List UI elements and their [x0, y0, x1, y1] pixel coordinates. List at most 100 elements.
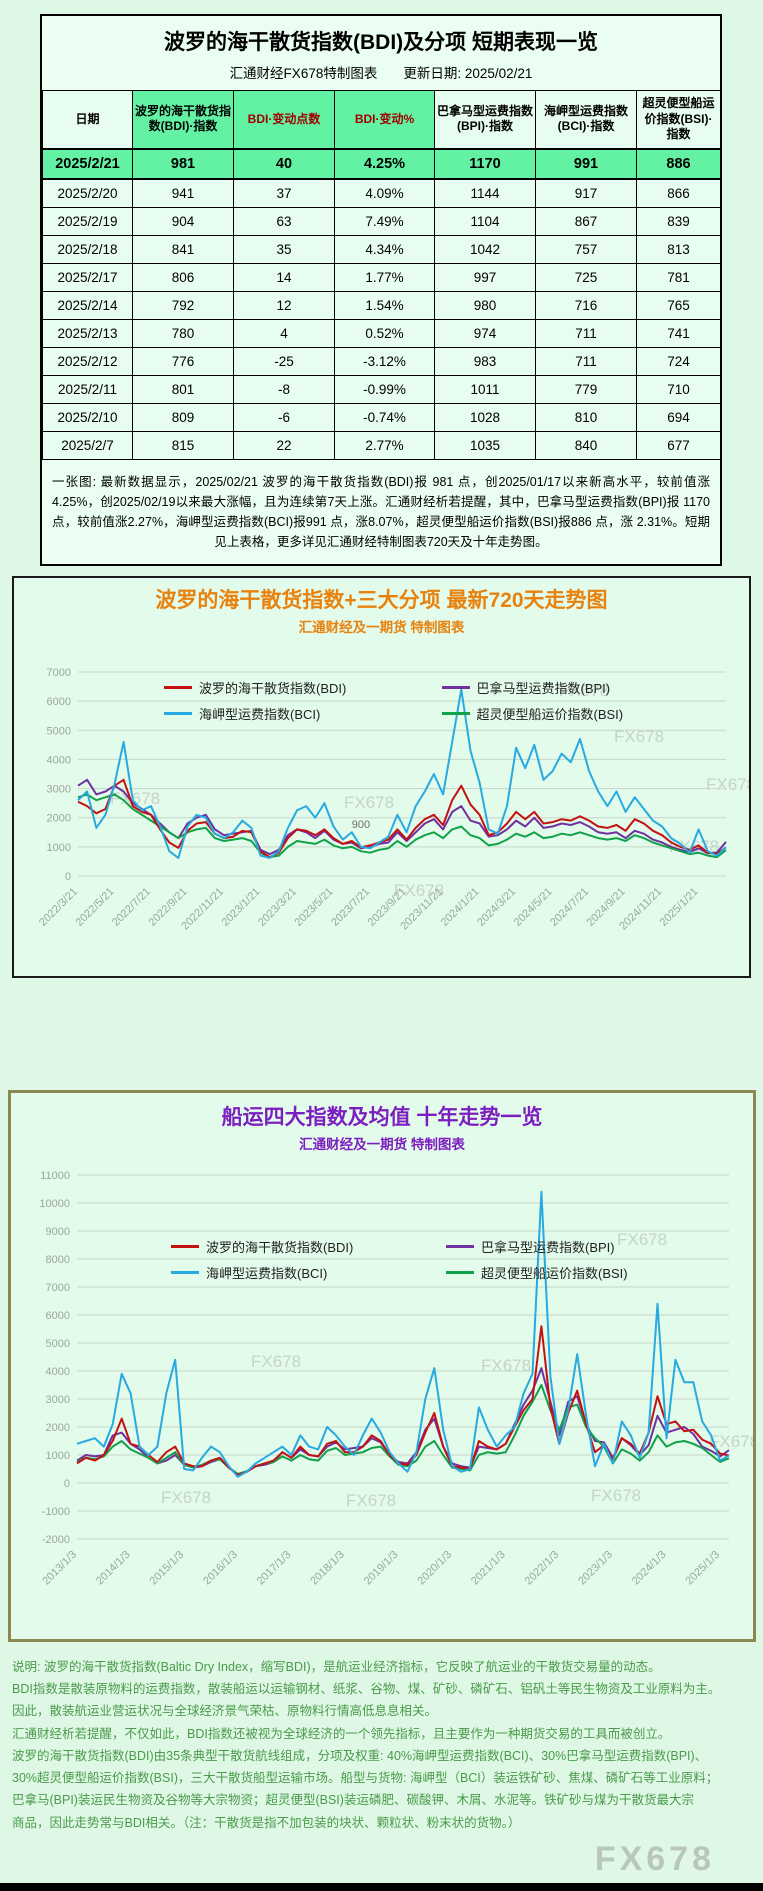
value-cell: 980 — [434, 290, 536, 320]
fx678-watermark: FX678 — [591, 1486, 641, 1505]
value-cell: -6 — [233, 402, 335, 432]
y-axis-tick: 0 — [64, 1478, 70, 1490]
value-cell: 813 — [636, 234, 721, 264]
value-cell: 810 — [535, 402, 637, 432]
y-axis-tick: 10000 — [39, 1198, 70, 1210]
x-axis-tick: 2023/1/3 — [576, 1548, 615, 1587]
fx678-watermark: FX678 — [251, 1352, 301, 1371]
chart2-canvas: FX678 FX678 FX678 FX678 FX678 FX678 FX67… — [39, 1170, 753, 1587]
legend-item: 超灵便型船运价指数(BSI) — [446, 1263, 711, 1282]
value-cell: 839 — [636, 206, 721, 236]
y-axis-tick: 1000 — [47, 842, 71, 854]
value-cell: -8 — [233, 374, 335, 404]
value-cell: -0.99% — [334, 374, 435, 404]
x-axis-tick: 2022/3/21 — [37, 885, 80, 928]
value-cell: 1028 — [434, 402, 536, 432]
y-axis-tick: 7000 — [47, 667, 71, 679]
value-cell: 792 — [132, 290, 234, 320]
explanation-block: 说明: 波罗的海干散货指数(Baltic Dry Index，缩写BDI)，是航… — [12, 1656, 753, 1834]
date-cell: 2025/2/20 — [42, 178, 133, 208]
value-cell: -25 — [233, 346, 335, 376]
y-axis-tick: 5000 — [46, 1338, 70, 1350]
value-cell: 710 — [636, 374, 721, 404]
value-cell: 4.09% — [334, 178, 435, 208]
x-axis-tick: 2020/1/3 — [415, 1548, 454, 1587]
fx678-watermark: FX678 — [394, 881, 444, 900]
date-cell: 2025/2/19 — [42, 206, 133, 236]
x-axis-tick: 2024/1/3 — [630, 1548, 669, 1587]
x-axis-tick: 2023/5/21 — [293, 885, 336, 928]
x-axis-tick: 2022/7/21 — [110, 885, 153, 928]
series-line — [77, 778, 727, 855]
legend-label: 海岬型运费指数(BCI) — [206, 1265, 328, 1281]
legend-label: 巴拿马型运费指数(BPI) — [481, 1239, 615, 1255]
chart1-subtitle: 汇通财经及一期货 特制图表 — [298, 619, 465, 635]
legend-swatch-icon — [441, 711, 470, 715]
value-cell: 997 — [434, 262, 536, 292]
value-cell: 806 — [132, 262, 234, 292]
legend-label: 超灵便型船运价指数(BSI) — [476, 706, 624, 722]
fx678-watermark: FX678 — [617, 1230, 667, 1249]
fx678-watermark: FX678 — [706, 775, 749, 794]
series-line — [76, 1366, 730, 1476]
value-cell: 917 — [535, 178, 637, 208]
chart2-section: 船运四大指数及均值 十年走势一览 汇通财经及一期货 特制图表 波罗的海干散货指数… — [8, 1089, 756, 1642]
value-cell: 815 — [132, 430, 234, 460]
fx678-watermark: FX678 — [346, 1491, 396, 1510]
date-cell: 2025/2/7 — [42, 430, 133, 460]
value-cell: 904 — [132, 206, 234, 236]
x-axis-tick: 2014/1/3 — [94, 1548, 133, 1587]
value-cell: 974 — [434, 318, 536, 348]
legend-swatch-icon — [171, 1244, 199, 1248]
x-axis-tick: 2018/1/3 — [308, 1548, 347, 1587]
value-cell: 741 — [636, 318, 721, 348]
table-subtitle: 汇通财经FX678特制图表 更新日期: 2025/02/21 — [42, 58, 720, 90]
y-axis-tick: -1000 — [42, 1506, 70, 1518]
legend-label: 波罗的海干散货指数(BDI) — [199, 680, 347, 696]
value-cell: 866 — [636, 178, 721, 208]
x-axis-tick: 2024/3/21 — [475, 885, 518, 928]
value-cell: 12 — [233, 290, 335, 320]
x-axis-tick: 2024/7/21 — [548, 885, 591, 928]
column-header: 超灵便型船运价指数(BSI)·指数 — [636, 89, 721, 150]
bdi-data-table: 日期 波罗的海干散货指数(BDI)·指数 BDI·变动点数 BDI·变动% 巴拿马型运费… — [42, 89, 721, 460]
value-cell: 4 — [233, 318, 335, 348]
column-header: 巴拿马型运费指数(BPI)·指数 — [434, 89, 536, 150]
value-cell: 886 — [636, 147, 721, 180]
y-axis-tick: 11000 — [40, 1170, 70, 1182]
table-row: 2025/2/21 981 40 4.25% 1170 991 886 — [42, 147, 721, 180]
value-cell: 1144 — [434, 178, 536, 208]
explanation-line: 波罗的海干散货指数(BDI)由35条典型干散货航线组成，分项及权重: 40%海岬… — [12, 1748, 708, 1763]
table-header-row: 日期 波罗的海干散货指数(BDI)·指数 BDI·变动点数 BDI·变动% 巴拿马型运费… — [42, 89, 721, 150]
date-cell: 2025/2/18 — [42, 234, 133, 264]
series-line — [77, 688, 727, 859]
legend-swatch-icon — [171, 1270, 199, 1274]
value-cell: 1011 — [434, 374, 536, 404]
date-cell: 2025/2/10 — [42, 402, 133, 432]
value-cell: 801 — [132, 374, 234, 404]
value-cell: 1104 — [434, 206, 536, 236]
legend-swatch-icon — [441, 685, 470, 689]
value-cell: 809 — [132, 402, 234, 432]
fx678-watermark: FX678 — [709, 1432, 753, 1451]
value-cell: 981 — [132, 147, 234, 180]
chart1-body: 波罗的海干散货指数(BDI) 巴拿马型运费指数(BPI) 海岬型运费指数(BCI) 超… — [14, 638, 749, 974]
date-cell: 2025/2/12 — [42, 346, 133, 376]
value-cell: 1042 — [434, 234, 536, 264]
value-cell: 40 — [233, 147, 335, 180]
value-cell: 677 — [636, 430, 721, 460]
x-axis-tick: 2022/1/3 — [523, 1548, 562, 1587]
y-axis-tick: 6000 — [46, 1310, 70, 1322]
value-cell: 840 — [535, 430, 637, 460]
value-cell: 941 — [132, 178, 234, 208]
legend-item: 超灵便型船运价指数(BSI) — [441, 704, 710, 723]
date-cell: 2025/2/11 — [42, 374, 133, 404]
chart1-legend: 波罗的海干散货指数(BDI) 巴拿马型运费指数(BPI) 海岬型运费指数(BCI) 超… — [164, 678, 709, 723]
table-row: 2025/2/12 776 -25 -3.12% 983 711 724 — [42, 346, 721, 376]
table-row: 2025/2/14 792 12 1.54% 980 716 765 — [42, 290, 721, 320]
value-cell: 765 — [636, 290, 721, 320]
y-axis-tick: 2000 — [46, 1422, 70, 1434]
value-cell: 0.52% — [334, 318, 435, 348]
fx678-watermark: FX678 — [481, 1356, 531, 1375]
column-header: BDI·变动点数 — [233, 89, 335, 150]
